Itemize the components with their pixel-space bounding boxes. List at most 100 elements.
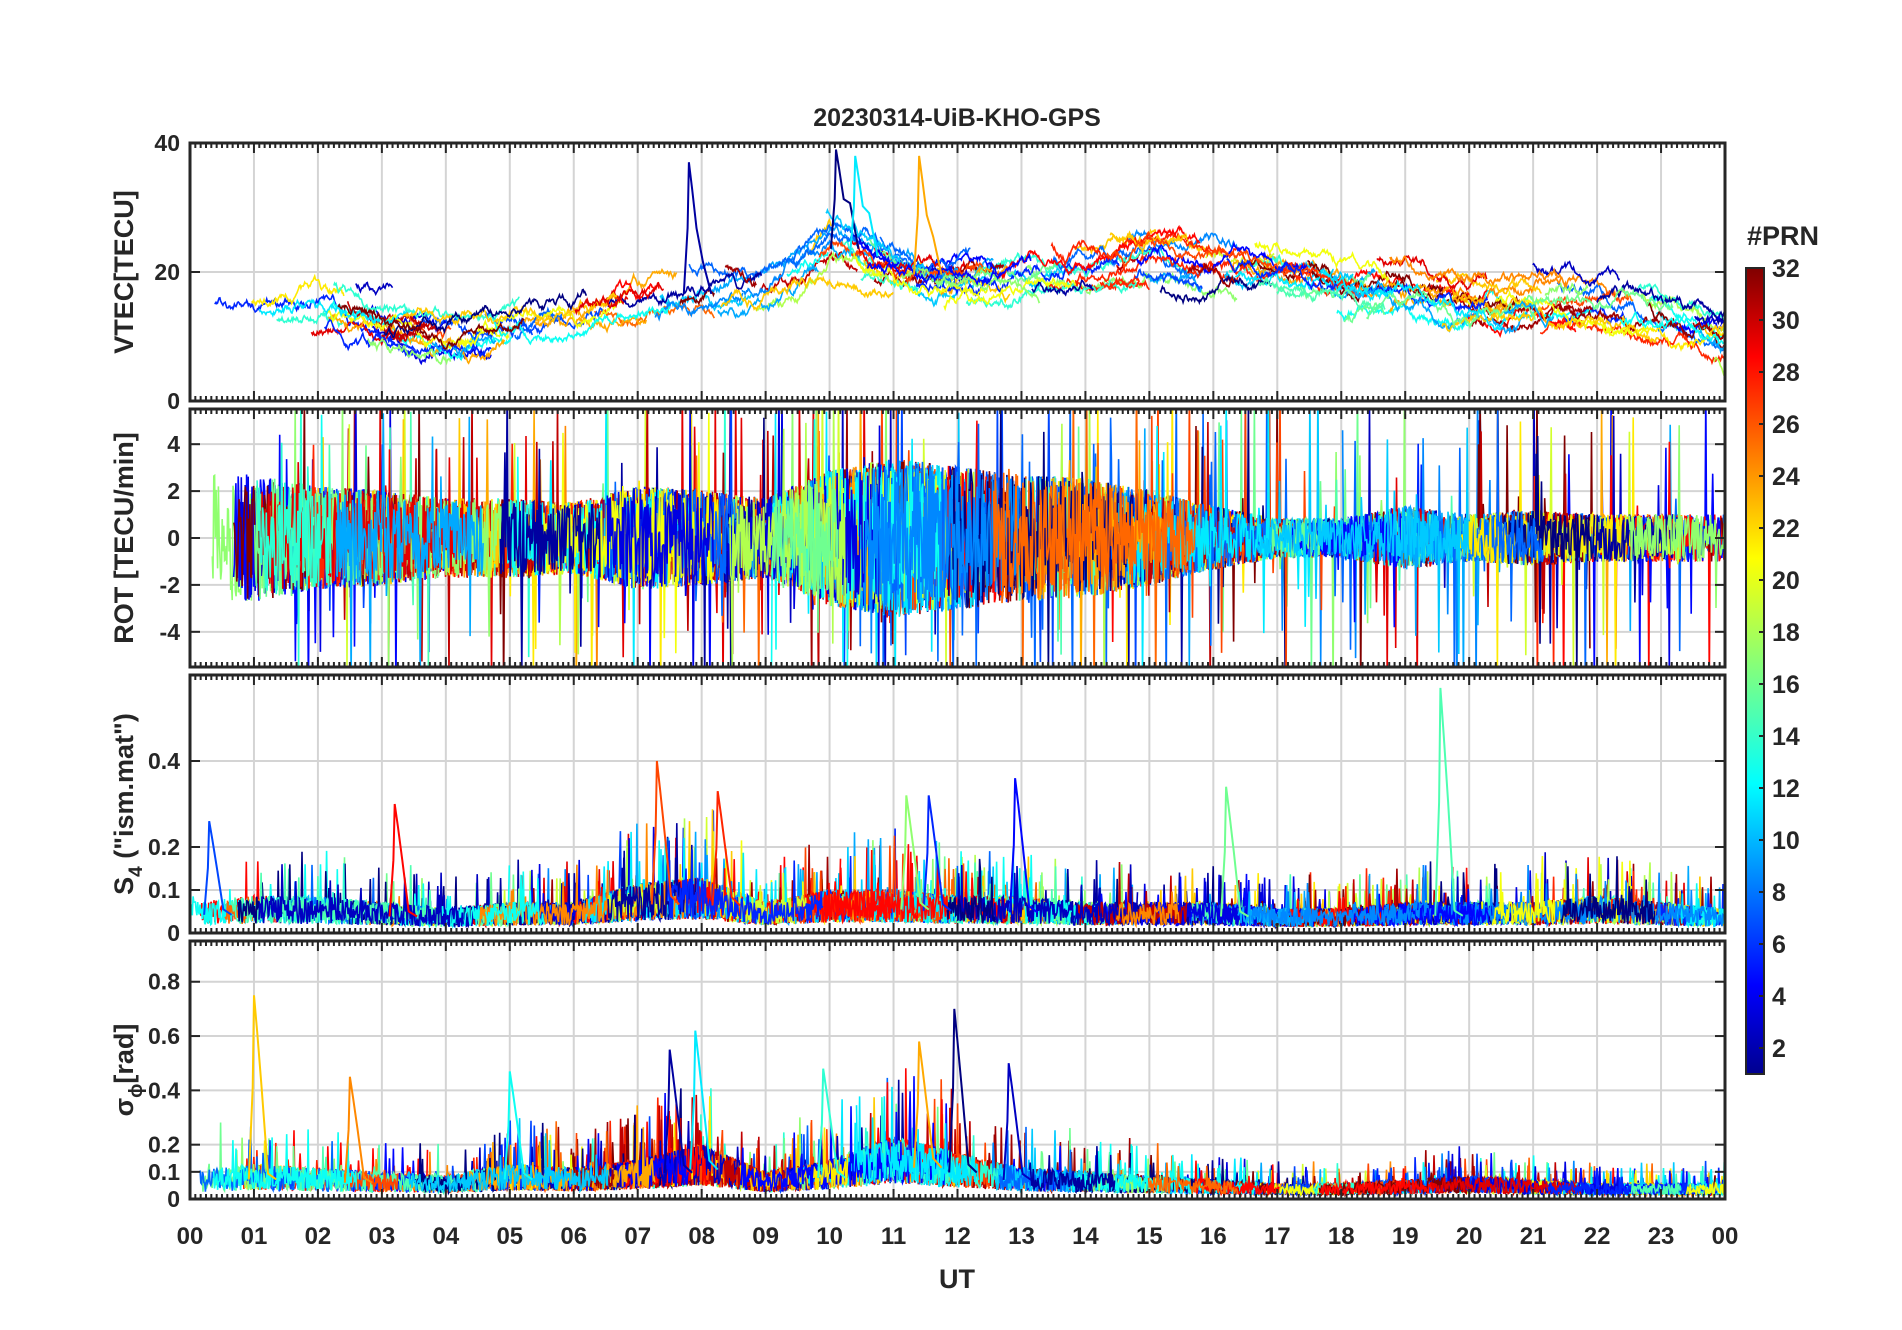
trace-prn-13 [484,871,546,928]
peak-trace [829,149,860,249]
trace-prn-14 [256,409,332,667]
y-tick-label: 0 [167,388,180,414]
trace-prn-6 [1226,257,1338,292]
peak-trace [689,1030,719,1171]
trace-prn-18 [1713,356,1725,377]
trace-prn-2 [1031,279,1094,297]
trace-prn-13 [212,1129,358,1192]
peak-trace [913,155,943,275]
x-tick-label: 17 [1264,1223,1291,1250]
x-axis-label: UT [939,1264,975,1294]
trace-prn-27 [1099,273,1141,289]
trace-prn-21 [251,273,345,308]
trace-prn-6 [1547,1167,1721,1198]
trace-prn-20 [1495,290,1633,338]
trace-prn-28 [995,224,1201,280]
peak-trace [948,1008,978,1174]
x-tick-label: 02 [305,1223,332,1250]
chart-title: 20230314-UiB-KHO-GPS [813,104,1101,132]
trace-prn-22 [720,275,894,312]
trace-prn-22 [1704,321,1725,336]
x-tick-label: 18 [1328,1223,1355,1250]
trace-prn-8 [793,226,971,274]
trace-prn-3 [1532,260,1621,287]
colorbar-tick-label: 10 [1772,827,1800,855]
trace-prn-14 [965,278,1137,311]
trace-prn-2 [1028,1146,1116,1193]
panel-s4-traces [190,687,1725,930]
trace-prn-25 [992,409,1197,667]
y-tick-label: 4 [167,431,180,457]
trace-prn-31 [724,264,757,289]
colorbar-tick-label: 30 [1772,307,1800,335]
trace-prn-17 [900,266,1041,304]
trace-prn-28 [611,278,660,301]
trace-prn-29 [1430,1165,1582,1196]
trace-prn-16 [1366,290,1536,330]
trace-prn-24 [1389,255,1562,286]
peak-trace [247,995,277,1181]
trace-prn-30 [759,250,858,294]
panel-sigma_phi-traces [199,995,1725,1199]
colorbar-tick-label: 8 [1772,879,1786,907]
trace-prn-23 [1230,258,1311,287]
trace-prn-1 [946,858,997,924]
panel-vtec-traces [214,149,1725,377]
x-tick-label: 08 [688,1223,715,1250]
colorbar-tick-label: 28 [1772,359,1800,387]
trace-prn-6 [666,840,824,926]
trace-prn-2 [607,271,763,308]
x-tick-label: 20 [1456,1223,1483,1250]
peak-trace [343,1076,373,1184]
y-tick-label: 0 [167,525,180,551]
y-tick-label: 0.4 [148,1077,180,1103]
colorbar-tick-label: 26 [1772,411,1800,439]
trace-prn-13 [786,250,829,277]
trace-prn-20 [1254,240,1390,283]
trace-prn-11 [911,262,1077,308]
colorbar-tick-label: 12 [1772,775,1800,803]
trace-prn-15 [1276,286,1386,316]
trace-prn-14 [1637,282,1725,322]
y-tick-label: 20 [154,259,180,285]
panel-s4-ticks [189,675,1726,934]
colorbar-scale [1745,267,1765,1075]
trace-prn-3 [355,281,394,297]
peak-trace [663,1049,693,1174]
peak-trace [503,1071,533,1181]
x-tick-label: 03 [369,1223,396,1250]
trace-prn-7 [1134,268,1203,292]
peak-trace [1002,1063,1032,1181]
colorbar-tick-label: 32 [1772,255,1800,283]
panel-vtec-ylabel: VTEC[TECU] [109,190,139,354]
panel-rot: -4 -2 0 2 4 ROT [TECU/min] [109,407,1727,669]
trace-prn-5 [857,240,998,276]
x-tick-label: 22 [1584,1223,1611,1250]
trace-prn-1 [383,288,588,338]
trace-prn-11 [996,1130,1135,1195]
trace-prn-31 [1186,262,1235,288]
peak-trace [711,790,741,907]
panel-rot-ylabel: ROT [TECU/min] [109,432,139,643]
y-tick-label: 0.1 [148,877,180,903]
trace-prn-10 [1503,300,1555,329]
trace-prn-23 [328,313,506,365]
panel-sigma_phi-ylabel: σϕ[rad] [109,1024,147,1117]
trace-prn-26 [1106,230,1311,278]
x-tick-label: 00 [1712,1223,1739,1250]
y-tick-label: -4 [160,619,181,645]
panel-sigma_phi: 00.10.2 0.4 0.6 0.8 σϕ[rad] [109,939,1727,1212]
trace-prn-1 [1560,856,1656,925]
trace-prn-3 [258,864,464,928]
y-tick-label: 0.1 [148,1159,180,1185]
y-tick-label: 0.2 [148,834,180,860]
trace-prn-29 [1376,254,1488,292]
trace-prn-20 [1491,855,1632,927]
colorbar-label: #PRN [1747,221,1819,251]
trace-prn-18 [728,409,847,667]
peak-trace [913,1041,943,1169]
trace-prn-17 [367,336,452,366]
panel-rot-ticks [189,409,1726,667]
